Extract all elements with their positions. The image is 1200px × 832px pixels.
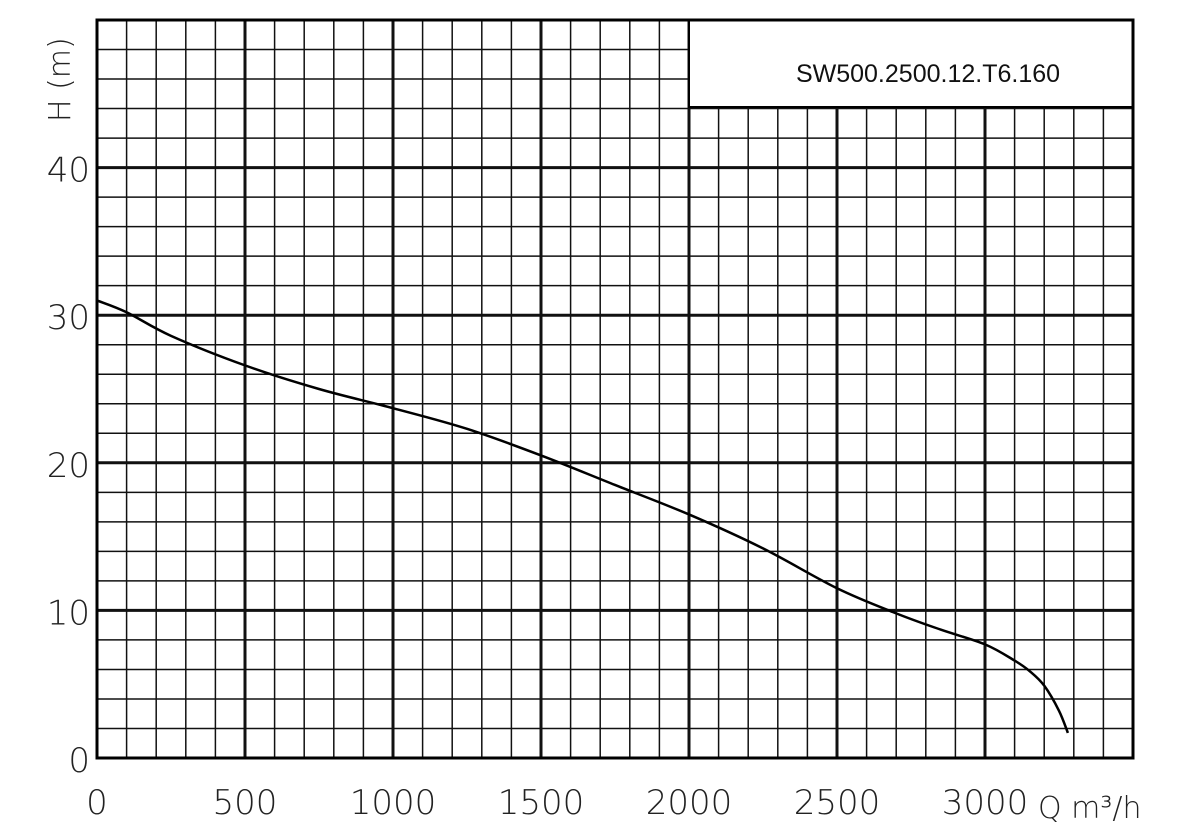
x-tick-labels: 0 500 1000 1500 2000 2500 3000 — [86, 783, 1028, 823]
y-tick-label: 0 — [68, 741, 90, 781]
y-tick-label: 30 — [47, 298, 90, 338]
y-tick-label: 20 — [47, 446, 90, 486]
plot-frame — [95, 18, 1135, 760]
minor-grid — [97, 20, 1133, 758]
title-box — [688, 19, 1134, 108]
x-tick-label: 2500 — [794, 783, 881, 823]
y-axis-label: H (m) — [43, 37, 78, 122]
y-tick-label: 10 — [47, 593, 90, 633]
x-tick-label: 0 — [86, 783, 108, 823]
chart-title: SW500.2500.12.T6.160 — [796, 60, 1060, 88]
x-tick-label: 1000 — [350, 783, 437, 823]
x-tick-label: 3000 — [942, 783, 1029, 823]
series-line-h-q-curve — [96, 299, 1070, 734]
x-axis-label: Q m³/h — [1038, 791, 1142, 826]
major-grid — [95, 18, 1135, 760]
x-tick-label: 500 — [213, 783, 278, 823]
x-tick-label: 2000 — [646, 783, 733, 823]
y-tick-labels: 0 10 20 30 40 — [47, 151, 90, 781]
x-tick-label: 1500 — [498, 783, 585, 823]
y-tick-label: 40 — [47, 151, 90, 191]
